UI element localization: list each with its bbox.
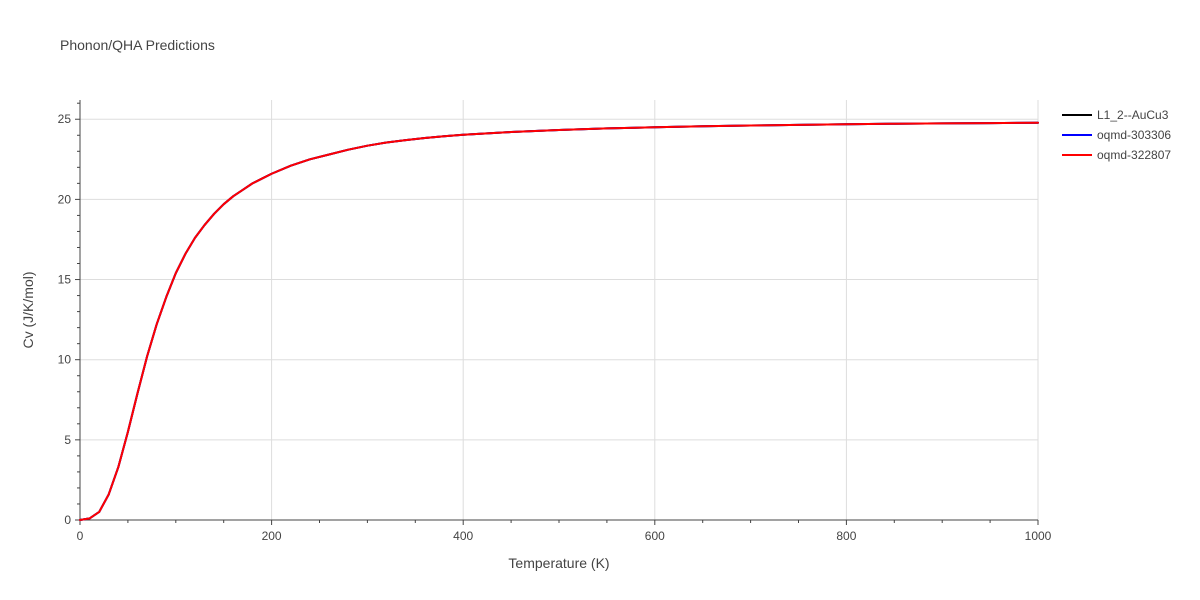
y-tick-label: 10 [58,353,72,367]
legend-item[interactable]: oqmd-303306 [1062,128,1171,142]
x-tick-label: 400 [453,529,473,543]
legend-label: L1_2--AuCu3 [1097,108,1169,122]
x-tick-label: 0 [77,529,84,543]
x-tick-label: 200 [262,529,282,543]
axis-layer: 0 200 400 600 800 1000 0 5 10 15 20 25 [58,100,1052,543]
x-tick-label: 800 [836,529,856,543]
legend-item[interactable]: oqmd-322807 [1062,148,1171,162]
legend-item[interactable]: L1_2--AuCu3 [1062,108,1169,122]
y-tick-label: 15 [58,273,72,287]
y-tick-label: 25 [58,112,72,126]
grid-layer [80,100,1039,520]
series-line-oqmd-322807 [79,121,1039,521]
y-axis-title: Cv (J/K/mol) [20,272,36,349]
y-tick-label: 0 [64,513,71,527]
y-tick-label: 5 [64,433,71,447]
legend[interactable]: L1_2--AuCu3 oqmd-303306 oqmd-322807 [1062,108,1171,162]
legend-label: oqmd-322807 [1097,148,1171,162]
y-tick-label: 20 [58,192,72,206]
x-tick-label: 1000 [1025,529,1052,543]
chart-title: Phonon/QHA Predictions [60,37,215,53]
legend-label: oqmd-303306 [1097,128,1171,142]
x-axis-title: Temperature (K) [508,555,609,571]
series-layer [79,121,1039,521]
x-tick-label: 600 [645,529,665,543]
